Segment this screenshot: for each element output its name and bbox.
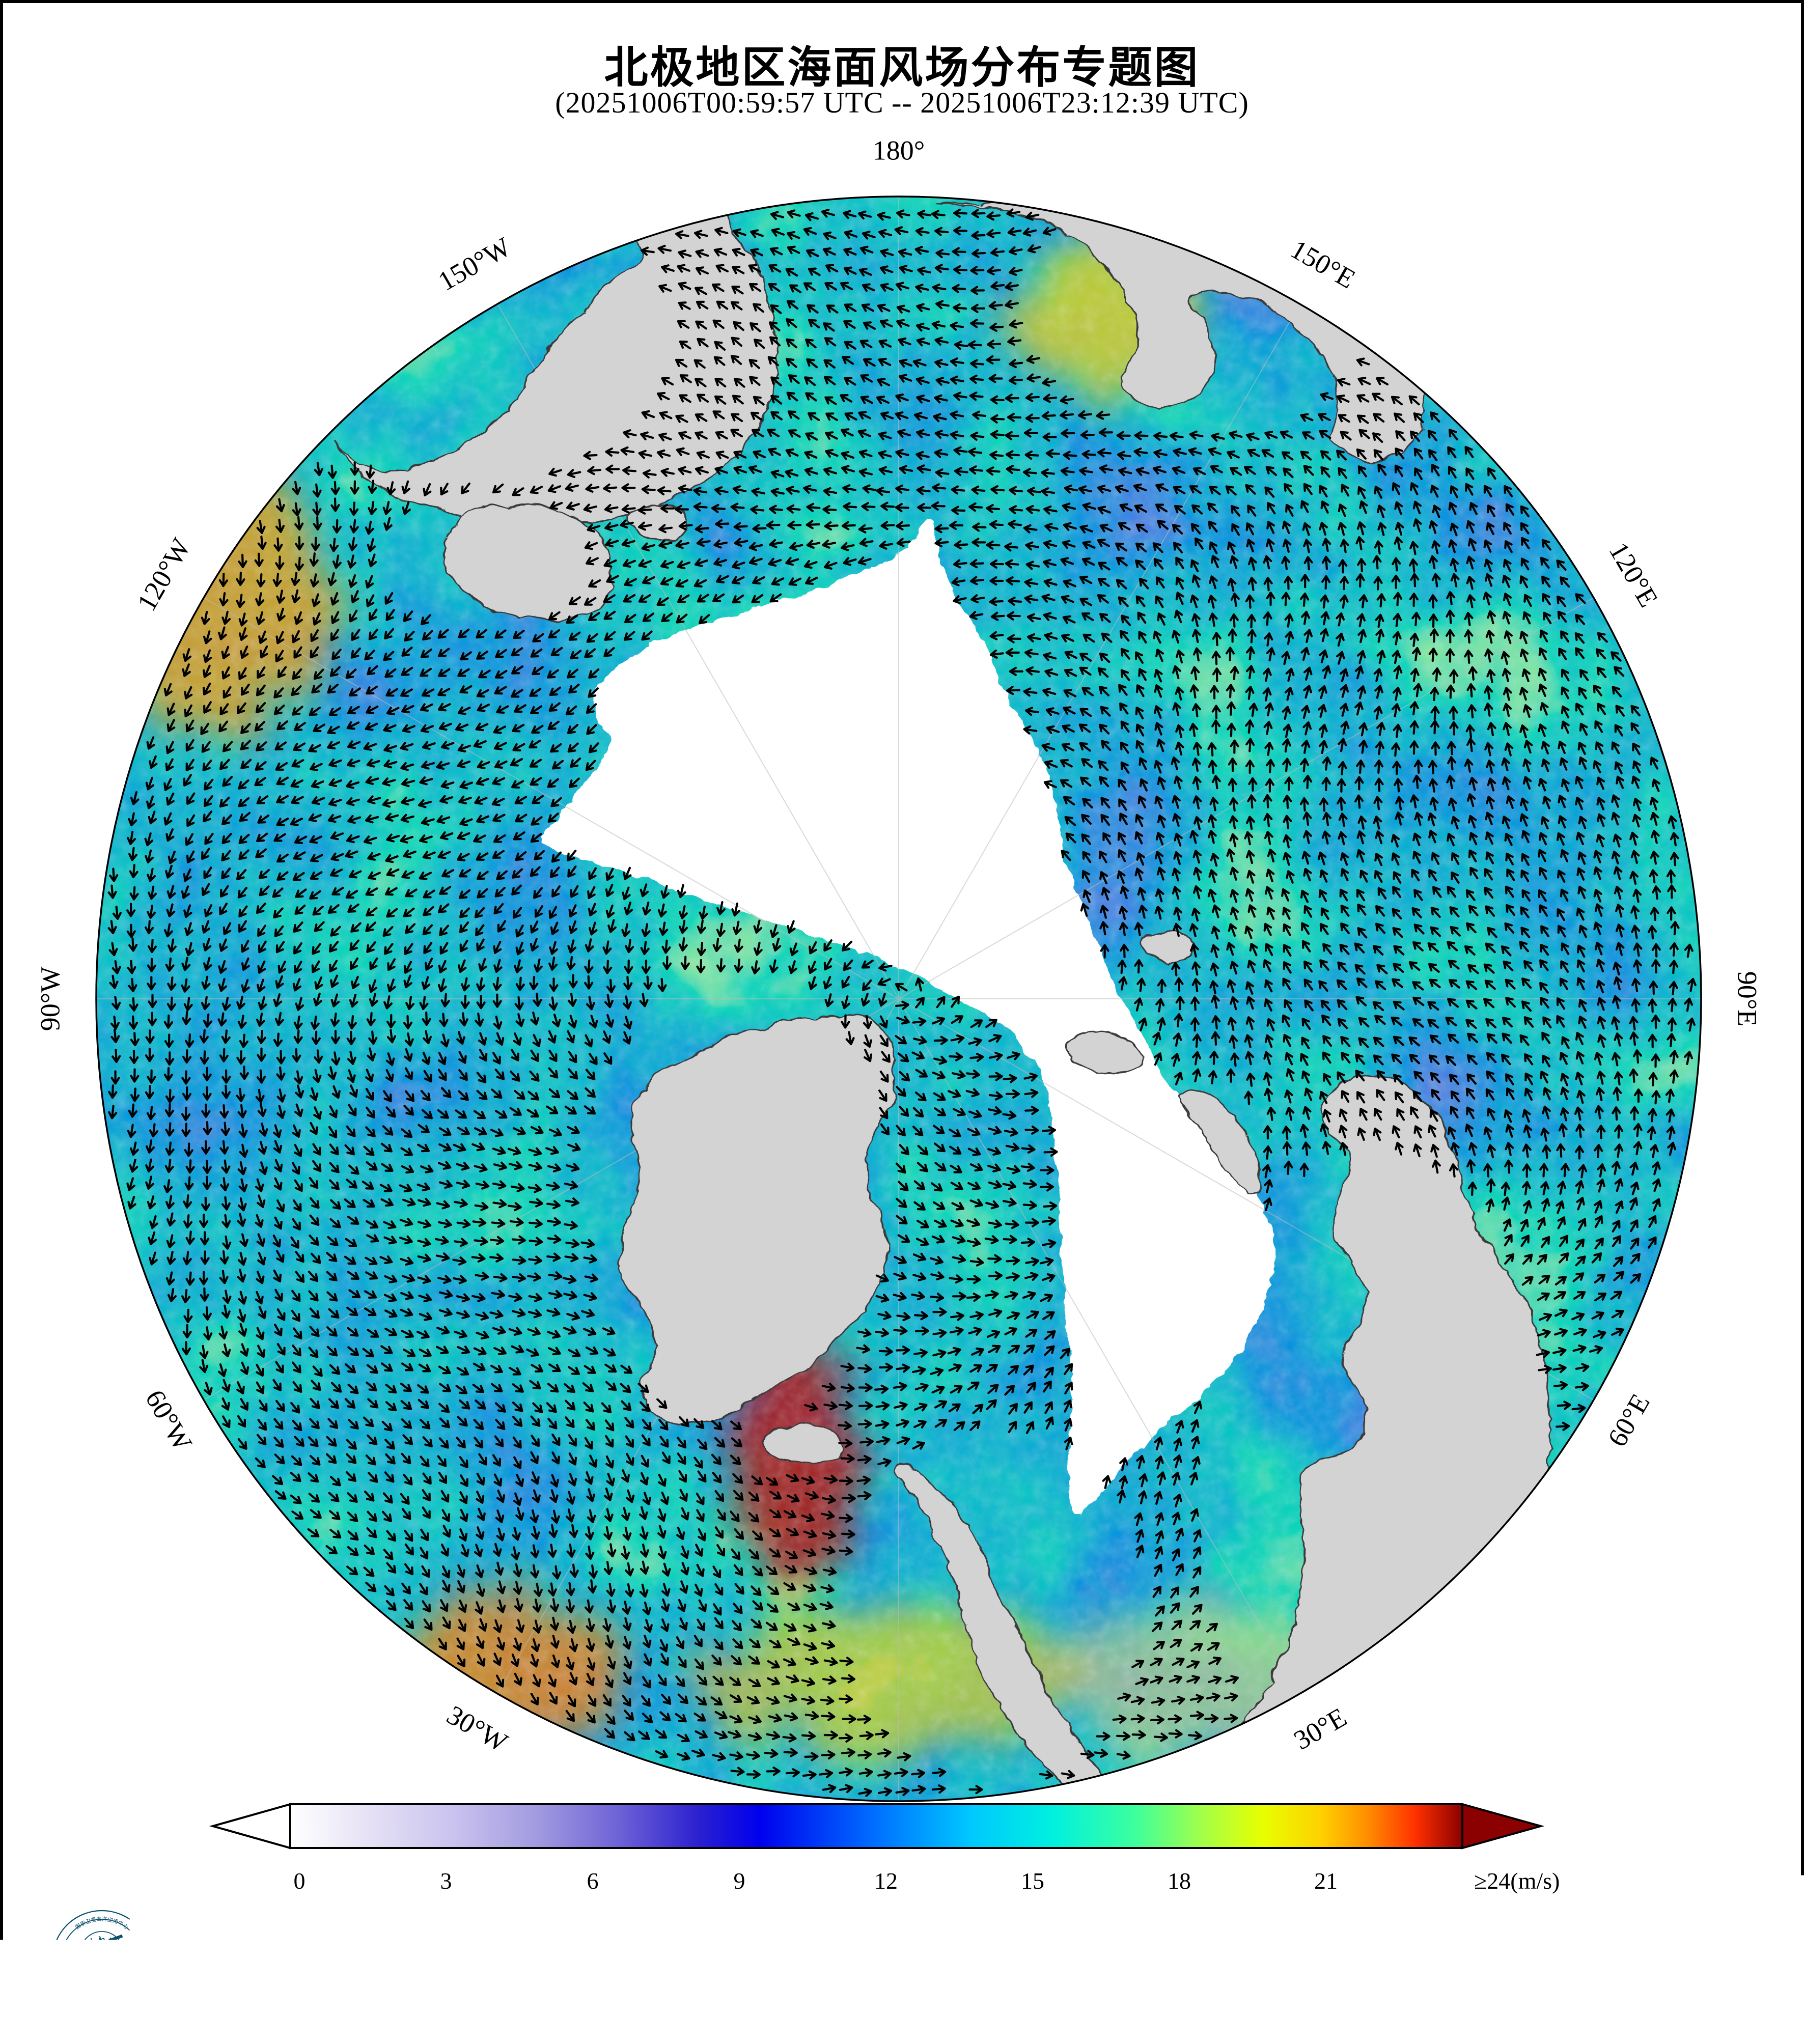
- svg-text:60°E: 60°E: [1602, 1389, 1656, 1452]
- svg-text:180°: 180°: [873, 135, 925, 165]
- svg-text:制图单位：国家卫星海洋应用中心: 制图单位：国家卫星海洋应用中心: [161, 1931, 513, 1957]
- svg-text:3: 3: [440, 1868, 452, 1894]
- svg-text:90°E: 90°E: [1732, 971, 1763, 1027]
- svg-text:6: 6: [587, 1868, 599, 1894]
- svg-text:≥24(m/s): ≥24(m/s): [1474, 1868, 1560, 1894]
- svg-text:120°E: 120°E: [1603, 537, 1664, 612]
- svg-text:比例尺：1:1,100,000: 比例尺：1:1,100,000: [739, 1994, 988, 2021]
- svg-text:120°W: 120°W: [131, 533, 197, 616]
- svg-text:12: 12: [874, 1868, 898, 1894]
- svg-text:60°W: 60°W: [140, 1385, 198, 1456]
- svg-text:卫星名称：HY-2B: 卫星名称：HY-2B: [1424, 1931, 1607, 1957]
- svg-text:30°E: 30°E: [1289, 1702, 1352, 1756]
- svg-text:150°E: 150°E: [1286, 234, 1361, 295]
- svg-text:15: 15: [1021, 1868, 1044, 1894]
- svg-text:传 感 器：微波散射计: 传 感 器：微波散射计: [1424, 1993, 1647, 2019]
- svg-text:30°W: 30°W: [442, 1699, 513, 1758]
- svg-text:150°W: 150°W: [433, 231, 516, 297]
- svg-text:21: 21: [1314, 1868, 1338, 1894]
- svg-text:18: 18: [1168, 1868, 1191, 1894]
- svg-text:制图时间：2025年10月07日: 制图时间：2025年10月07日: [161, 1993, 442, 2019]
- svg-text:坐标系：Lambert_Azimuthal_Equal_Ar: 坐标系：Lambert_Azimuthal_Equal_Area: [739, 1933, 1227, 1959]
- svg-text:9: 9: [734, 1868, 745, 1894]
- svg-text:90°W: 90°W: [35, 967, 65, 1031]
- svg-text:0: 0: [294, 1868, 306, 1894]
